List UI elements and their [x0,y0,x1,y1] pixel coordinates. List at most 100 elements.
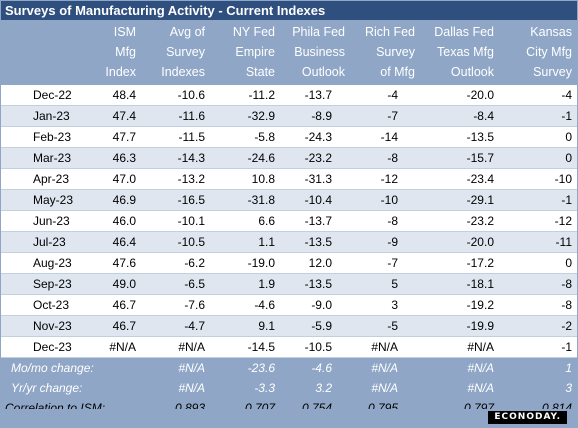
table-cell: -5 [350,315,420,337]
table-cell: -17.2 [420,252,499,274]
table-cell: -19.9 [420,315,499,337]
summary-cell: #N/A [141,357,210,378]
summary-cell: 1 [499,357,577,378]
table-cell: -8 [350,147,420,169]
row-month: Jun-23 [1,210,73,232]
column-header: NY Fed Empire State [210,20,280,85]
table-row: May-23 46.9 -16.5 -31.8 -10.4 -10 -29.1 -1 [1,189,577,211]
row-month: May-23 [1,189,73,211]
table-cell: -4.6 [210,294,280,316]
table-cell: -9.0 [280,294,350,316]
table-row: Jun-23 46.0 -10.1 6.6 -13.7 -8 -23.2 -12 [1,210,577,232]
table-row: Jul-23 46.4 -10.5 1.1 -13.5 -9 -20.0 -11 [1,231,577,253]
column-header: Dallas Fed Texas Mfg Outlook [420,20,499,85]
column-header: Phila Fed Business Outlook [280,20,350,85]
table-cell: 1.1 [210,231,280,253]
table-cell: -13.2 [141,168,210,190]
table-cell: -19.0 [210,252,280,274]
table-cell: -19.2 [420,294,499,316]
summary-cell: -4.6 [280,357,350,378]
table-cell: -11.6 [141,105,210,127]
column-header: ISM Mfg Index [73,20,141,85]
table-cell: -20.0 [420,85,499,106]
summary-cell: #N/A [141,378,210,398]
row-month: Nov-23 [1,315,73,337]
table-cell: -23.4 [420,168,499,190]
table-cell: -11 [499,231,577,253]
table-cell: -31.8 [210,189,280,211]
table-cell: 47.7 [73,126,141,148]
table-cell: 0 [499,252,577,274]
table-cell: -6.5 [141,273,210,295]
table-cell: #N/A [73,336,141,358]
summary-cell: 3 [499,378,577,398]
table-cell: -2 [499,315,577,337]
summary-cell: #N/A [420,378,499,398]
table-cell: -10.4 [280,189,350,211]
row-month: Apr-23 [1,168,73,190]
summary-label: Mo/mo change: [1,357,141,378]
table-cell: -5.8 [210,126,280,148]
table-cell: -1 [499,336,577,358]
table-cell: -10 [499,168,577,190]
table-row: Oct-23 46.7 -7.6 -4.6 -9.0 3 -19.2 -8 [1,294,577,316]
row-month: Mar-23 [1,147,73,169]
row-month: Feb-23 [1,126,73,148]
table-cell: 46.0 [73,210,141,232]
table-cell: -10.1 [141,210,210,232]
table-cell: 9.1 [210,315,280,337]
table-cell: 46.7 [73,315,141,337]
table-row: Aug-23 47.6 -6.2 -19.0 12.0 -7 -17.2 0 [1,252,577,274]
table-cell: -29.1 [420,189,499,211]
table-cell: -14 [350,126,420,148]
table-cell: -23.2 [420,210,499,232]
table-cell: -4 [350,85,420,106]
table-cell: -10.5 [280,336,350,358]
summary-cell: #N/A [350,378,420,398]
table-cell: -15.7 [420,147,499,169]
table-cell: -24.3 [280,126,350,148]
table-cell: -12 [499,210,577,232]
table-row: Dec-23 #N/A #N/A -14.5 -10.5 #N/A #N/A -1 [1,336,577,358]
table-cell: 0 [499,147,577,169]
table-cell: 6.6 [210,210,280,232]
header-corner [1,20,73,85]
table-cell: 46.3 [73,147,141,169]
table-cell: -11.2 [210,85,280,106]
table-cell: 47.0 [73,168,141,190]
table-cell: 48.4 [73,85,141,106]
table-row: Apr-23 47.0 -13.2 10.8 -31.3 -12 -23.4 -10 [1,168,577,190]
table-row: Nov-23 46.7 -4.7 9.1 -5.9 -5 -19.9 -2 [1,315,577,337]
table-cell: -11.5 [141,126,210,148]
table-cell: -8.4 [420,105,499,127]
table-cell: -6.2 [141,252,210,274]
header-row: ISM Mfg Index Avg of Survey Indexes NY Fed… [1,20,577,85]
table-cell: -24.6 [210,147,280,169]
table-cell: -23.2 [280,147,350,169]
table-cell: -8.9 [280,105,350,127]
table-cell: 3 [350,294,420,316]
table-cell: -14.3 [141,147,210,169]
table-cell: -4.7 [141,315,210,337]
table-cell: #N/A [420,336,499,358]
table-cell: -10.6 [141,85,210,106]
table-cell: -7 [350,105,420,127]
row-month: Dec-23 [1,336,73,358]
table-cell: #N/A [350,336,420,358]
table-row: Feb-23 47.7 -11.5 -5.8 -24.3 -14 -13.5 0 [1,126,577,148]
table-row: Sep-23 49.0 -6.5 1.9 -13.5 5 -18.1 -8 [1,273,577,295]
table-cell: -14.5 [210,336,280,358]
row-month: Sep-23 [1,273,73,295]
table-cell: -18.1 [420,273,499,295]
table-cell: 1.9 [210,273,280,295]
table-cell: -5.9 [280,315,350,337]
table-cell: -10 [350,189,420,211]
table-cell: #N/A [141,336,210,358]
table-cell: -13.5 [280,273,350,295]
table-cell: 46.7 [73,294,141,316]
table-cell: 49.0 [73,273,141,295]
summary-cell: #N/A [420,357,499,378]
table-cell: 0 [499,126,577,148]
column-header: Rich Fed Survey of Mfg [350,20,420,85]
